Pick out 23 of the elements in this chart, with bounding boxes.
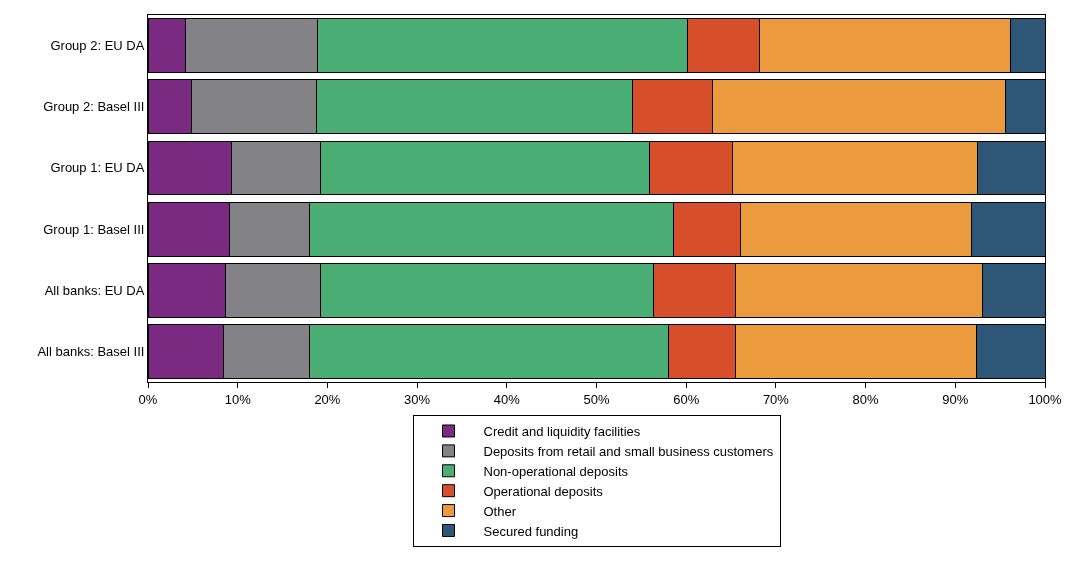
x-tick-label: 80%: [852, 391, 880, 407]
legend-label: Deposits from retail and small business customers: [483, 443, 774, 459]
x-tick-label: 90%: [942, 391, 969, 407]
legend-label: Credit and liquidity facilities: [483, 424, 641, 440]
legend-label: Secured funding: [483, 523, 579, 539]
x-tick-label: 40%: [493, 391, 521, 407]
y-tick-label: All banks: EU DA: [44, 282, 145, 298]
x-tick-label: 100%: [1028, 391, 1063, 407]
y-tick-label: All banks: Basel III: [37, 343, 145, 359]
y-tick-label: Group 1: EU DA: [50, 160, 145, 176]
y-tick-label: Group 1: Basel III: [43, 221, 145, 237]
y-tick-label: Group 2: EU DA: [50, 38, 145, 54]
x-tick-label: 60%: [673, 391, 700, 407]
x-tick-label: 10%: [224, 391, 252, 407]
x-tick-label: 50%: [583, 391, 610, 407]
legend-label: Other: [483, 503, 517, 519]
y-tick-label: Group 2: Basel III: [43, 99, 145, 115]
x-tick-label: 0%: [138, 391, 158, 407]
legend-label: Operational deposits: [483, 483, 604, 499]
x-tick-label: 30%: [404, 391, 431, 407]
legend-label: Non-operational deposits: [483, 463, 629, 479]
x-tick-label: 20%: [314, 391, 341, 407]
x-tick-label: 70%: [762, 391, 790, 407]
